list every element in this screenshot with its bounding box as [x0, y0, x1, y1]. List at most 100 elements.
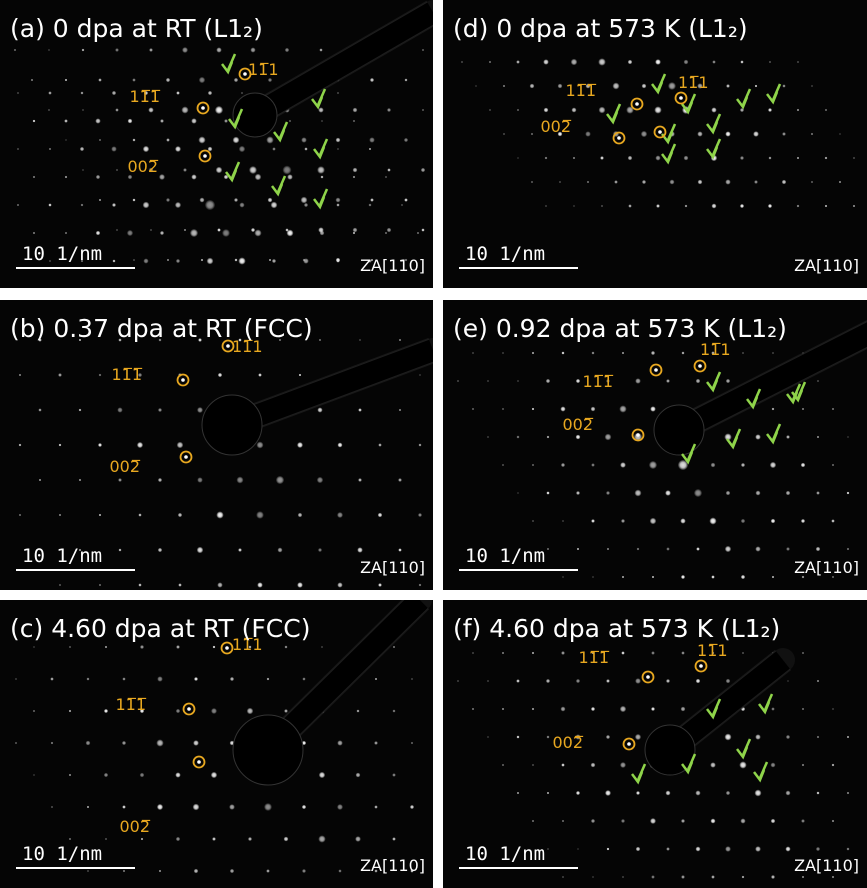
- diffraction-spot: [276, 476, 284, 484]
- diffraction-spot: [419, 374, 420, 375]
- diffraction-spot: [697, 131, 702, 136]
- diffraction-spot: [561, 651, 565, 655]
- diffraction-spot: [635, 490, 642, 497]
- diffraction-spot: [58, 373, 62, 377]
- diffraction-spot: [682, 352, 685, 355]
- diffraction-spot: [375, 678, 377, 680]
- zone-axis: ZA[110]: [360, 558, 425, 577]
- diffraction-spot: [684, 60, 689, 65]
- diffraction-spot: [149, 48, 153, 52]
- diffraction-spot: [211, 772, 217, 778]
- diffraction-spot: [87, 806, 89, 808]
- diffraction-spot: [755, 85, 758, 88]
- diffraction-spot: [336, 203, 339, 206]
- diffraction-spot: [355, 836, 361, 842]
- panel-content: 11̅111̅1̅002̅(e) 0.92 dpa at 573 K (L1₂)…: [443, 300, 867, 590]
- diffraction-spot: [802, 764, 805, 767]
- diffraction-spot: [847, 492, 850, 495]
- diffraction-spot: [398, 548, 401, 551]
- diffraction-spot: [176, 91, 180, 95]
- diffraction-spot: [546, 379, 550, 383]
- diffraction-spot: [59, 514, 61, 516]
- diffraction-spot: [711, 575, 714, 578]
- diffraction-spot: [696, 847, 701, 852]
- diffraction-spot: [532, 820, 534, 822]
- diffraction-spot: [547, 736, 550, 739]
- diffraction-spot: [517, 492, 518, 493]
- diffraction-spot: [200, 198, 205, 203]
- spot-label: 11̅1̅: [582, 372, 614, 391]
- diffraction-spot: [287, 174, 293, 180]
- diffraction-spot: [710, 762, 716, 768]
- diffraction-spot: [338, 869, 341, 872]
- diffraction-spot: [137, 442, 143, 448]
- diffraction-spot: [65, 79, 67, 81]
- diffraction-spot: [831, 519, 834, 522]
- diffraction-spot: [802, 408, 804, 410]
- diffraction-spot: [160, 119, 164, 123]
- diffraction-spot: [289, 120, 291, 122]
- diffraction-spot: [503, 133, 504, 134]
- diffraction-spot: [19, 374, 21, 376]
- diffraction-spot: [839, 181, 841, 183]
- diffraction-spot: [712, 204, 717, 209]
- diffraction-spot: [562, 820, 564, 822]
- spot-center: [654, 368, 658, 372]
- zone-axis: ZA[110]: [360, 856, 425, 875]
- beam-stopper: [654, 405, 704, 455]
- diffraction-spot: [19, 514, 21, 516]
- diffraction-spot: [622, 352, 625, 355]
- diffraction-spot: [649, 461, 657, 469]
- diffraction-spot: [15, 678, 16, 679]
- diffraction-spot: [636, 847, 641, 852]
- diffraction-spot: [712, 60, 715, 63]
- diffraction-spot: [628, 60, 633, 65]
- diffraction-spot: [337, 582, 342, 587]
- diffraction-spot: [79, 479, 82, 482]
- diffraction-spot: [418, 513, 422, 517]
- diffraction-spot: [302, 677, 305, 680]
- diffraction-spot: [696, 379, 701, 384]
- diffraction-spot: [592, 576, 593, 577]
- diffraction-spot: [853, 157, 855, 159]
- diffraction-spot: [69, 774, 71, 776]
- diffraction-spot: [303, 258, 309, 264]
- diffraction-spot: [218, 373, 222, 377]
- diffraction-spot: [811, 85, 813, 87]
- diffraction-spot: [266, 136, 273, 143]
- spot-center: [636, 433, 640, 437]
- diffraction-spot: [17, 92, 19, 94]
- diffraction-spot: [847, 848, 850, 851]
- diffraction-spot: [82, 49, 85, 52]
- diffraction-spot: [797, 205, 800, 208]
- diffraction-spot: [606, 679, 610, 683]
- diffraction-spot: [337, 804, 343, 810]
- diffraction-spot: [502, 652, 504, 654]
- diffraction-spot: [457, 380, 458, 381]
- diffraction-spot: [111, 146, 117, 152]
- panel-title: (f) 4.60 dpa at 573 K (L1₂): [453, 614, 780, 643]
- diffraction-spot: [650, 406, 656, 412]
- diffraction-spot: [359, 339, 361, 341]
- diffraction-spot: [33, 120, 36, 123]
- diffraction-spot: [319, 772, 325, 778]
- diffraction-spot: [175, 772, 180, 777]
- diffraction-spot: [576, 435, 581, 440]
- diffraction-spot: [38, 408, 41, 411]
- diffraction-spot: [157, 676, 163, 682]
- diffraction-spot: [205, 200, 215, 210]
- diffraction-spot: [532, 520, 533, 521]
- diffraction-spot: [272, 147, 275, 150]
- spot-center: [243, 72, 247, 76]
- diffraction-spot: [336, 138, 341, 143]
- diffraction-spot: [356, 773, 361, 778]
- diffraction-spot: [654, 106, 661, 113]
- diffraction-spot: [191, 118, 197, 124]
- diffraction-spot: [547, 436, 550, 439]
- diffraction-spot: [421, 228, 424, 231]
- spot-center: [225, 646, 229, 650]
- diffraction-spot: [353, 228, 358, 233]
- diffraction-spot: [832, 408, 834, 410]
- diffraction-spot: [69, 646, 71, 648]
- diffraction-spot: [215, 106, 223, 114]
